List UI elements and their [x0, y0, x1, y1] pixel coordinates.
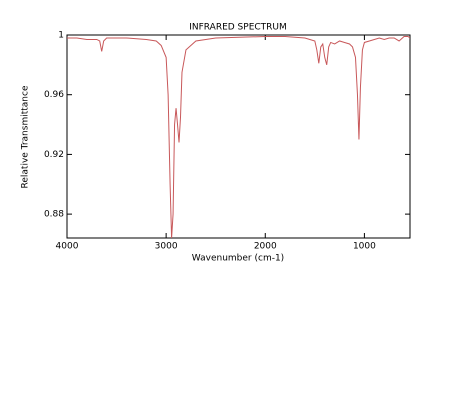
y-tick-label: 0.92 [44, 150, 64, 160]
x-tick-label: 1000 [353, 242, 376, 252]
x-tick-label: 2000 [254, 242, 277, 252]
x-axis-label: Wavenumber (cm-1) [192, 254, 284, 264]
y-tick-label: 0.96 [44, 90, 64, 100]
plot-frame [66, 34, 411, 239]
spectrum-line [67, 35, 410, 238]
chart-title: INFRARED SPECTRUM [189, 23, 287, 33]
x-tick-label: 4000 [56, 242, 79, 252]
y-axis-label: Relative Transmittance [21, 85, 31, 188]
x-tick-label: 3000 [155, 242, 178, 252]
y-tick-label: 1 [58, 31, 64, 41]
y-tick-label: 0.88 [44, 210, 64, 220]
